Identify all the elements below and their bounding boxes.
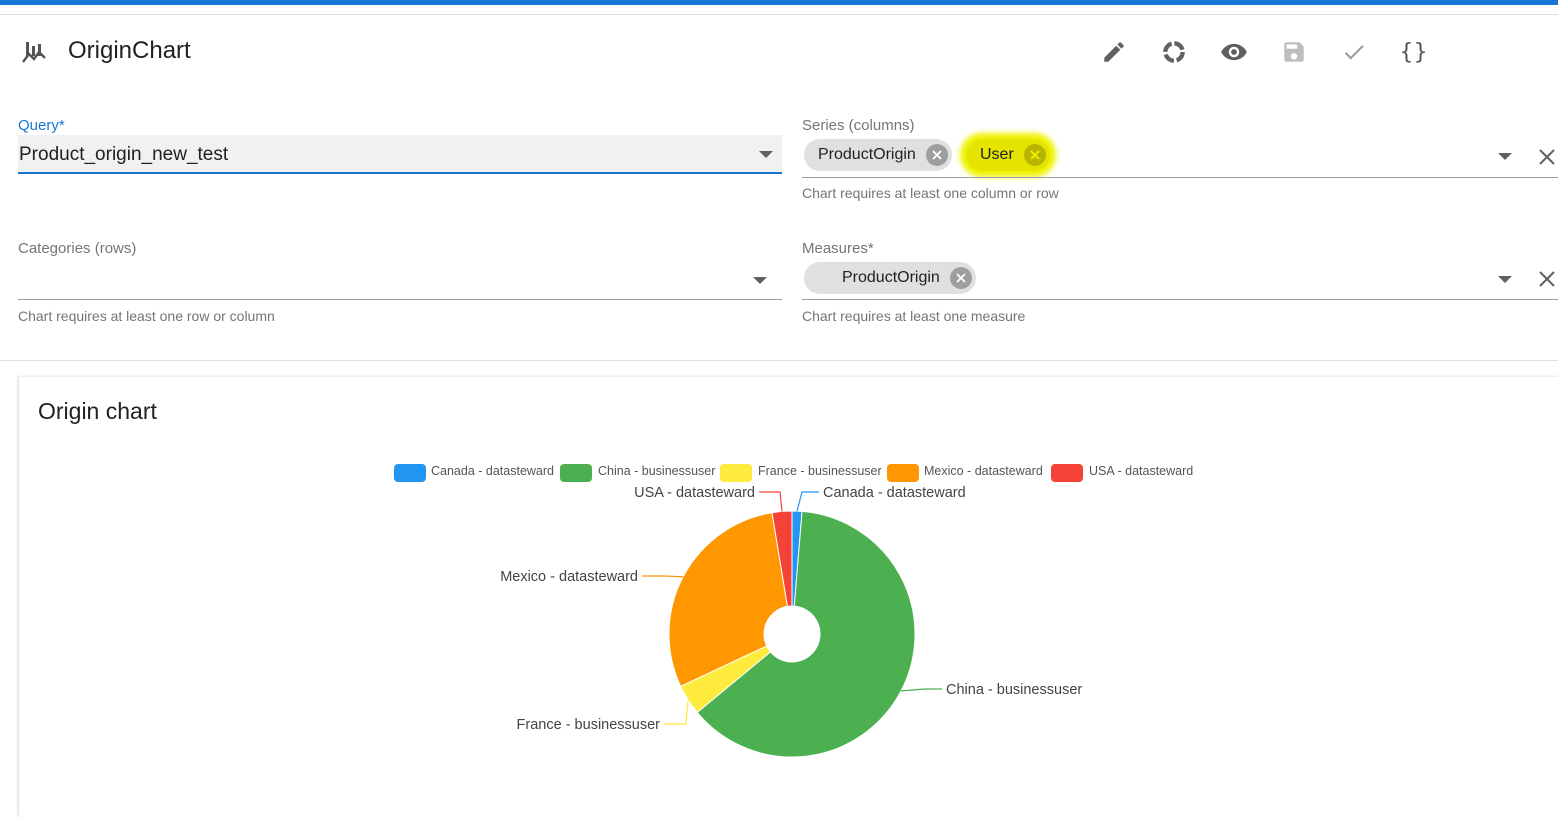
chevron-down-icon[interactable] (759, 151, 773, 158)
chip-remove-icon[interactable] (949, 267, 972, 289)
legend-swatch-usa[interactable] (1051, 464, 1083, 482)
preview-icon[interactable] (1218, 36, 1250, 68)
legend-swatch-canada[interactable] (394, 464, 426, 482)
pie-slice-china[interactable] (696, 510, 916, 758)
series-chip-productorigin[interactable]: ProductOrigin (804, 139, 952, 171)
page-title: OriginChart (68, 37, 191, 64)
pie-slice-mexico[interactable] (668, 512, 789, 688)
categories-select[interactable] (18, 262, 782, 298)
json-icon[interactable]: {} (1399, 39, 1429, 65)
chart-app-icon (20, 38, 48, 66)
save-icon[interactable] (1278, 36, 1310, 68)
leader-line-china (901, 688, 942, 692)
measures-chip-productorigin[interactable]: ProductOrigin (804, 262, 976, 294)
query-label: Query* (18, 117, 65, 134)
categories-label: Categories (rows) (18, 240, 137, 257)
clear-icon[interactable] (1537, 147, 1557, 167)
measures-underline (802, 299, 1558, 300)
chip-label: ProductOrigin (842, 269, 940, 286)
query-select[interactable]: Product_origin_new_test (18, 135, 782, 174)
leader-line-canada (796, 491, 819, 512)
query-value: Product_origin_new_test (19, 144, 229, 165)
measures-label: Measures* (802, 240, 874, 257)
measures-hint: Chart requires at least one measure (802, 308, 1026, 324)
chevron-down-icon[interactable] (1498, 153, 1512, 160)
legend-label-china[interactable]: China - businessuser (598, 464, 716, 478)
series-chip-user[interactable]: User (966, 139, 1050, 171)
refresh-icon[interactable] (1158, 36, 1190, 68)
slice-label-china: China - businessuser (946, 682, 1082, 698)
section-divider (0, 360, 1558, 361)
series-hint: Chart requires at least one column or ro… (802, 185, 1059, 201)
legend-swatch-mexico[interactable] (887, 464, 919, 482)
legend-label-france[interactable]: France - businessuser (758, 464, 882, 478)
check-icon[interactable] (1338, 36, 1370, 68)
pie-slice-usa[interactable] (771, 510, 793, 607)
slice-label-usa: USA - datasteward (634, 485, 755, 501)
series-underline (802, 177, 1558, 178)
slice-label-canada: Canada - datasteward (823, 485, 966, 501)
chip-remove-icon[interactable] (925, 144, 948, 166)
top-divider (0, 14, 1558, 15)
top-accent-bar (0, 0, 1558, 5)
legend-swatch-france[interactable] (720, 464, 752, 482)
toolbar: {} (1104, 36, 1558, 68)
slice-label-mexico: Mexico - datasteward (500, 569, 638, 585)
clear-icon[interactable] (1537, 269, 1557, 289)
edit-icon[interactable] (1098, 36, 1130, 68)
legend-label-canada[interactable]: Canada - datasteward (431, 464, 554, 478)
series-label: Series (columns) (802, 117, 915, 134)
chart-title: Origin chart (38, 398, 157, 424)
slice-label-france: France - businessuser (517, 717, 661, 733)
leader-line-mexico (642, 575, 684, 578)
chevron-down-icon[interactable] (753, 277, 767, 284)
leader-line-usa (759, 491, 783, 512)
categories-underline (18, 299, 782, 300)
chip-remove-icon[interactable] (1023, 144, 1046, 166)
legend-label-mexico[interactable]: Mexico - datasteward (924, 464, 1043, 478)
categories-hint: Chart requires at least one row or colum… (18, 308, 275, 324)
legend-label-usa[interactable]: USA - datasteward (1089, 464, 1194, 478)
legend-swatch-china[interactable] (560, 464, 592, 482)
leader-line-france (664, 699, 689, 725)
chevron-down-icon[interactable] (1498, 276, 1512, 283)
chip-label: ProductOrigin (818, 146, 916, 163)
chip-label: User (980, 146, 1014, 163)
